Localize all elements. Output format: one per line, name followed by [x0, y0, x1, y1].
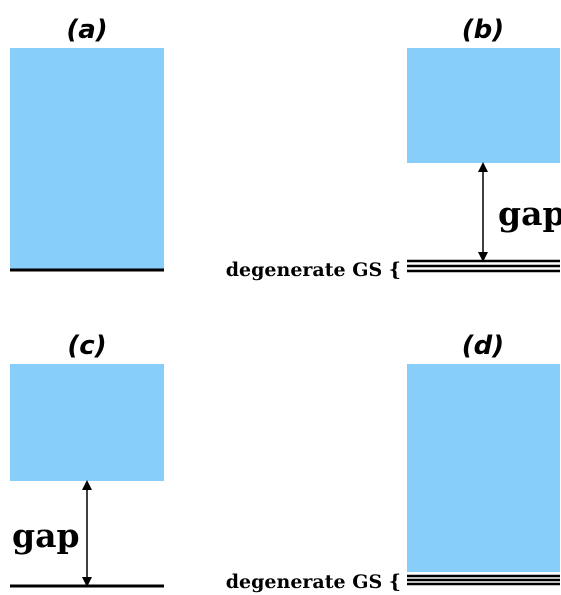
panel-a-label: (a) — [66, 15, 107, 45]
panel-b: (b) gap degenerate GS { — [226, 15, 561, 281]
panel-c-continuum — [10, 364, 164, 481]
panel-d-degenerate-gs-lines — [407, 574, 560, 586]
panel-b-degenerate-gs-lines — [407, 259, 560, 273]
panel-d-label: (d) — [462, 331, 504, 361]
panel-a-continuum — [10, 48, 164, 270]
panel-c-gap-label: gap — [12, 516, 80, 555]
panel-b-label: (b) — [462, 15, 504, 45]
panel-b-continuum — [407, 48, 560, 163]
panel-c-label: (c) — [67, 331, 106, 361]
panel-c: (c) gap — [10, 331, 164, 588]
panel-a: (a) — [10, 15, 164, 272]
panel-b-degenerate-gs-label: degenerate GS { — [226, 259, 401, 281]
panel-d-degenerate-gs-label: degenerate GS { — [226, 571, 401, 593]
panel-b-gap-label: gap — [498, 194, 561, 233]
panel-d: (d) degenerate GS { — [226, 331, 560, 593]
panel-d-continuum — [407, 364, 560, 572]
